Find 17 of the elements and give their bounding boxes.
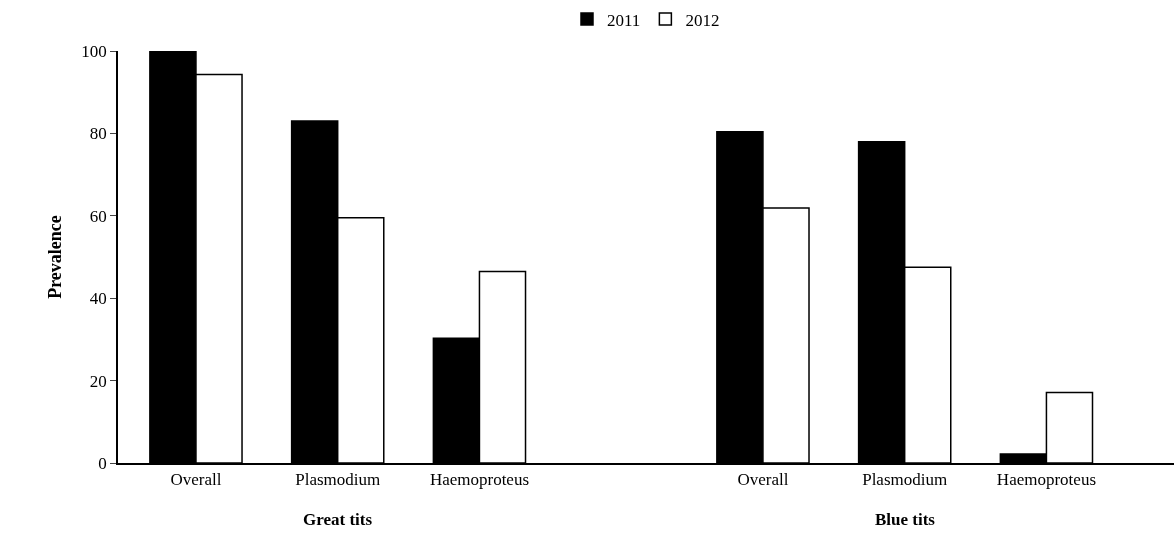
- y-tick-label: 20: [89, 371, 107, 391]
- x-tick-label: Plasmodium: [862, 470, 948, 490]
- y-tick-label: 0: [98, 453, 107, 473]
- y-tick-label: 100: [81, 41, 107, 61]
- y-axis-title: Prevalence: [45, 215, 66, 299]
- x-tick-label: Haemoproteus: [996, 470, 1096, 490]
- text: Blue tits: [875, 510, 936, 529]
- y-tick-label: 40: [89, 289, 107, 309]
- legend-label: 2012: [685, 10, 720, 30]
- x-tick-label: Haemoproteus: [429, 470, 530, 490]
- x-tick-label: Plasmodium: [295, 470, 381, 490]
- y-tick-label: 80: [89, 124, 107, 144]
- text: Great tits: [303, 510, 373, 529]
- x-tick-label: Overall: [737, 470, 789, 490]
- x-tick-label: Overall: [170, 470, 222, 490]
- y-tick-label: 60: [89, 206, 107, 226]
- legend-label: 2011: [607, 10, 641, 30]
